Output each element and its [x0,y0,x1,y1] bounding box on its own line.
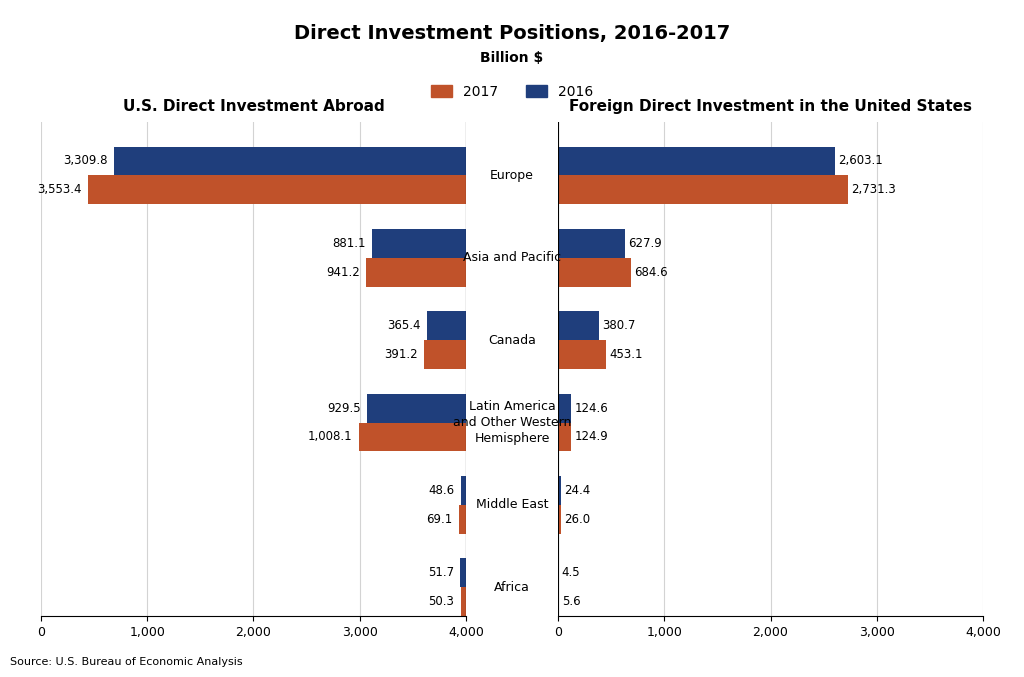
Text: 684.6: 684.6 [634,265,668,279]
Bar [558,340,606,369]
Text: 941.2: 941.2 [326,265,359,279]
Text: 627.9: 627.9 [628,237,662,250]
Bar [368,394,466,422]
Bar [373,229,466,258]
Text: Asia and Pacific: Asia and Pacific [463,251,561,264]
Bar [558,505,561,533]
Bar [558,175,848,204]
Title: U.S. Direct Investment Abroad: U.S. Direct Investment Abroad [123,99,384,114]
Text: 51.7: 51.7 [428,567,454,580]
Bar [461,559,466,587]
Bar [459,505,466,533]
Text: 929.5: 929.5 [328,401,360,414]
Bar [366,258,466,286]
Text: 2,603.1: 2,603.1 [838,154,883,167]
Text: 881.1: 881.1 [333,237,366,250]
Bar [558,311,598,340]
Text: 50.3: 50.3 [428,595,455,608]
Text: Billion $: Billion $ [480,51,544,65]
Text: 365.4: 365.4 [387,320,421,332]
Bar [358,422,466,452]
Text: 48.6: 48.6 [428,484,455,497]
Title: Foreign Direct Investment in the United States: Foreign Direct Investment in the United … [569,99,972,114]
Text: 2,731.3: 2,731.3 [851,183,896,196]
Text: Europe: Europe [490,169,534,182]
Text: 453.1: 453.1 [609,348,643,361]
Text: 3,309.8: 3,309.8 [63,154,108,167]
Text: 69.1: 69.1 [426,512,453,526]
Text: Latin America
and Other Western
Hemisphere: Latin America and Other Western Hemisphe… [453,400,571,445]
Text: 4.5: 4.5 [562,567,581,580]
Text: 124.6: 124.6 [574,401,608,414]
Text: 3,553.4: 3,553.4 [38,183,82,196]
Text: Middle East: Middle East [476,498,548,511]
Bar [558,394,571,422]
Text: 5.6: 5.6 [562,595,581,608]
Bar [424,340,466,369]
Legend: 2017, 2016: 2017, 2016 [425,79,599,104]
Text: 1,008.1: 1,008.1 [308,431,352,443]
Bar [558,476,561,505]
Bar [558,422,571,452]
Text: Source: U.S. Bureau of Economic Analysis: Source: U.S. Bureau of Economic Analysis [10,657,243,667]
Bar [558,147,835,175]
Text: 24.4: 24.4 [564,484,590,497]
Bar [558,229,625,258]
Bar [461,476,466,505]
Text: 26.0: 26.0 [564,512,590,526]
Text: Direct Investment Positions, 2016-2017: Direct Investment Positions, 2016-2017 [294,24,730,43]
Text: 380.7: 380.7 [602,320,635,332]
Bar [115,147,466,175]
Text: 391.2: 391.2 [384,348,418,361]
Bar [461,587,466,616]
Text: Canada: Canada [488,334,536,347]
Text: Africa: Africa [494,581,530,594]
Bar [427,311,466,340]
Bar [558,258,631,286]
Bar [88,175,466,204]
Text: 124.9: 124.9 [574,431,608,443]
